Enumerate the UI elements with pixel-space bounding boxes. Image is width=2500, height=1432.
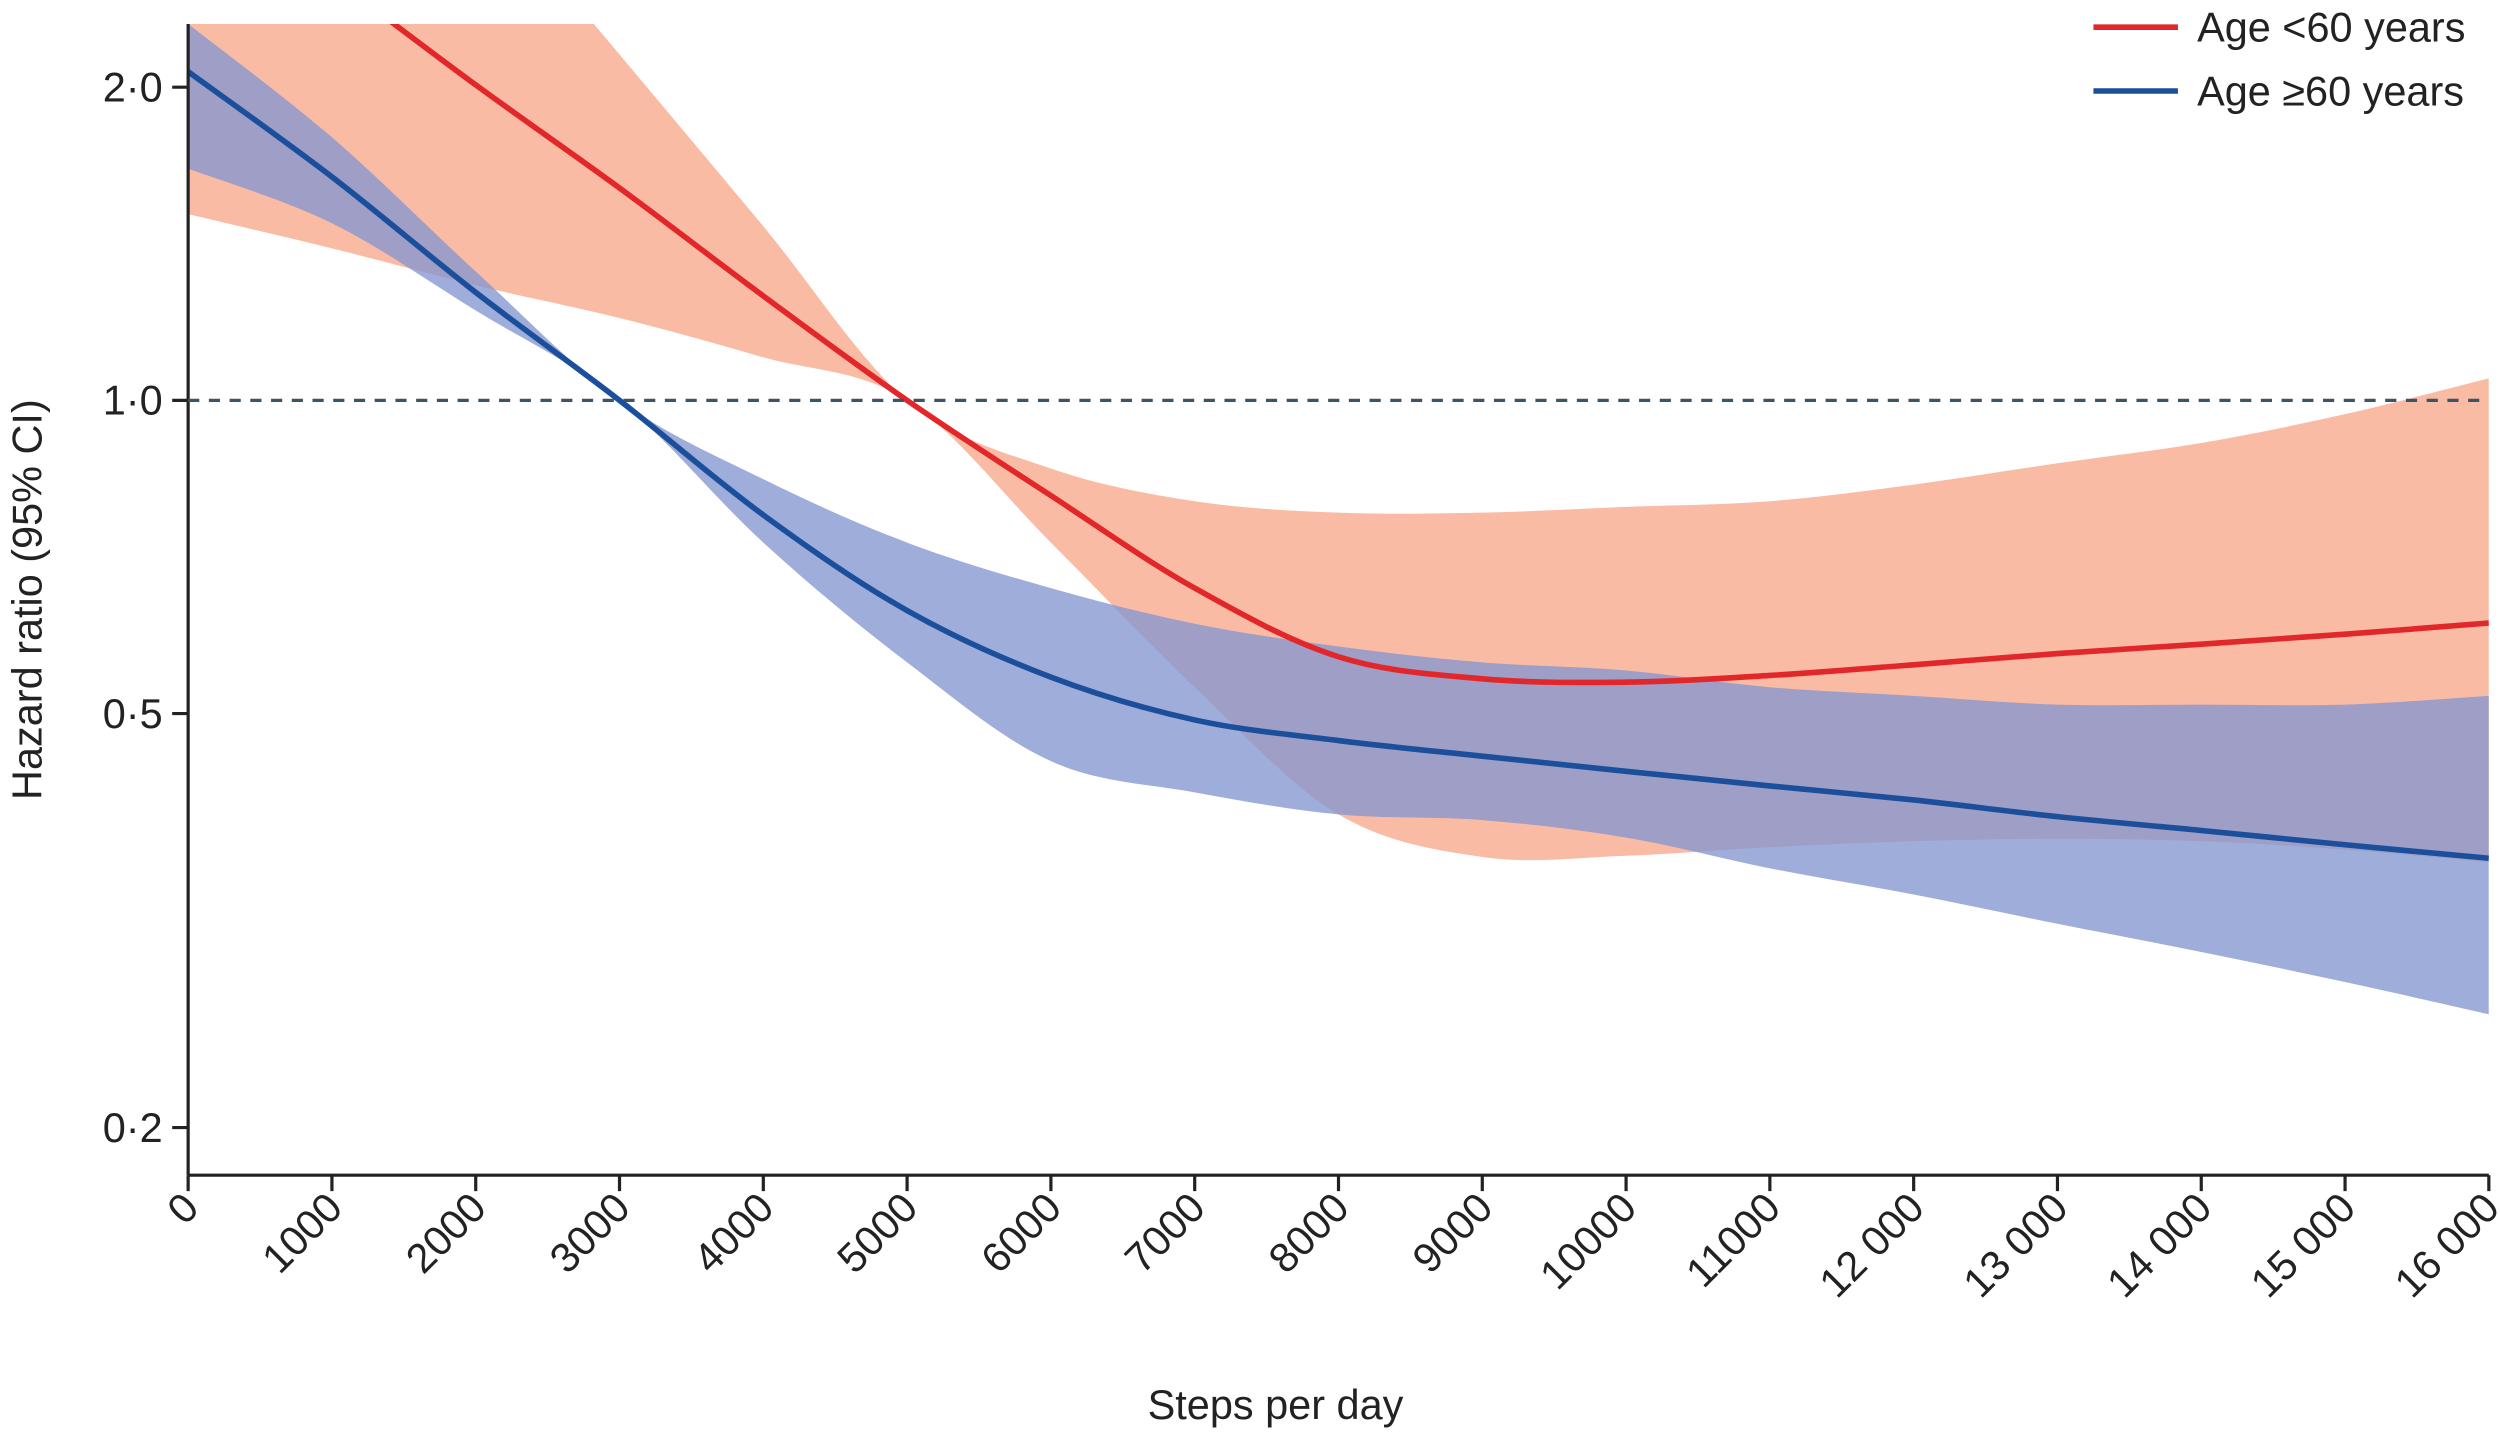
x-tick-label: 16 000 (2385, 1183, 2500, 1306)
x-tick-label: 3000 (540, 1183, 638, 1281)
y-tick-label: 1·0 (103, 377, 163, 424)
series-line (188, 69, 2489, 862)
x-tick-label: 4000 (684, 1183, 782, 1281)
ci-band (188, 24, 2489, 1015)
x-tick-label: 10000 (1530, 1183, 1645, 1298)
legend-label: Age ≥60 years (2197, 67, 2464, 114)
x-tick-label: 9000 (1403, 1183, 1501, 1281)
y-tick-label: 2·0 (103, 64, 163, 111)
bands (188, 24, 2489, 1015)
y-tick-label: 0·2 (103, 1104, 163, 1151)
x-tick-label: 11000 (1676, 1183, 1789, 1296)
x-tick-label: 15 000 (2241, 1183, 2364, 1306)
x-tick-label: 2000 (396, 1183, 494, 1281)
x-axis-label: Steps per day (1148, 1381, 1404, 1428)
x-tick-label: 7000 (1115, 1183, 1213, 1281)
series-line (389, 24, 2489, 686)
ci-band (188, 24, 2489, 862)
x-tick-label: 8000 (1259, 1183, 1357, 1281)
x-tick-label: 1000 (253, 1183, 351, 1281)
x-tick-label: 0 (158, 1183, 208, 1233)
x-tick-label: 14 000 (2098, 1183, 2221, 1306)
x-tick-label: 12 000 (1810, 1183, 1933, 1306)
x-tick-label: 13 000 (1954, 1183, 2077, 1306)
lines (188, 24, 2489, 862)
x-tick-label: 6000 (972, 1183, 1070, 1281)
y-tick-label: 0·5 (103, 690, 163, 737)
y-axis-label: Hazard ratio (95% CI) (3, 399, 50, 800)
x-tick-label: 5000 (828, 1183, 926, 1281)
legend-label: Age <60 years (2197, 4, 2465, 51)
